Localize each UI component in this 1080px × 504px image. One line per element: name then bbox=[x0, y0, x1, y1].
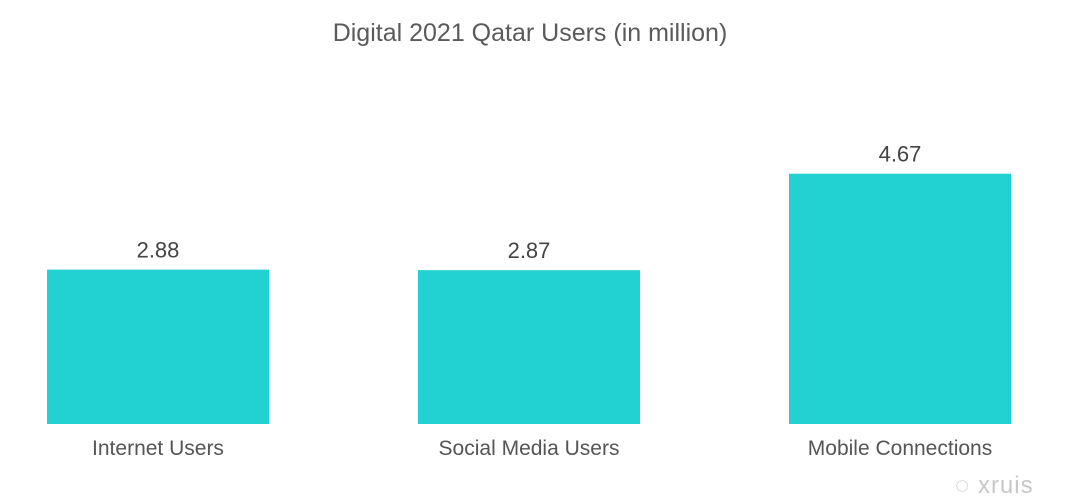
category-label: Internet Users bbox=[92, 437, 224, 460]
data-label: 2.87 bbox=[508, 238, 551, 263]
wechat-icon: ◌ bbox=[955, 472, 971, 499]
category-label: Social Media Users bbox=[439, 437, 620, 460]
data-label: 4.67 bbox=[879, 142, 922, 167]
watermark: ◌ xruis bbox=[955, 472, 1034, 500]
data-label: 2.88 bbox=[137, 238, 180, 263]
bar-2 bbox=[789, 173, 1011, 424]
watermark-text: xruis bbox=[977, 472, 1034, 499]
bar-1 bbox=[418, 270, 640, 424]
category-label: Mobile Connections bbox=[808, 437, 992, 460]
bar-0 bbox=[47, 269, 269, 424]
chart-title: Digital 2021 Qatar Users (in million) bbox=[333, 19, 728, 47]
